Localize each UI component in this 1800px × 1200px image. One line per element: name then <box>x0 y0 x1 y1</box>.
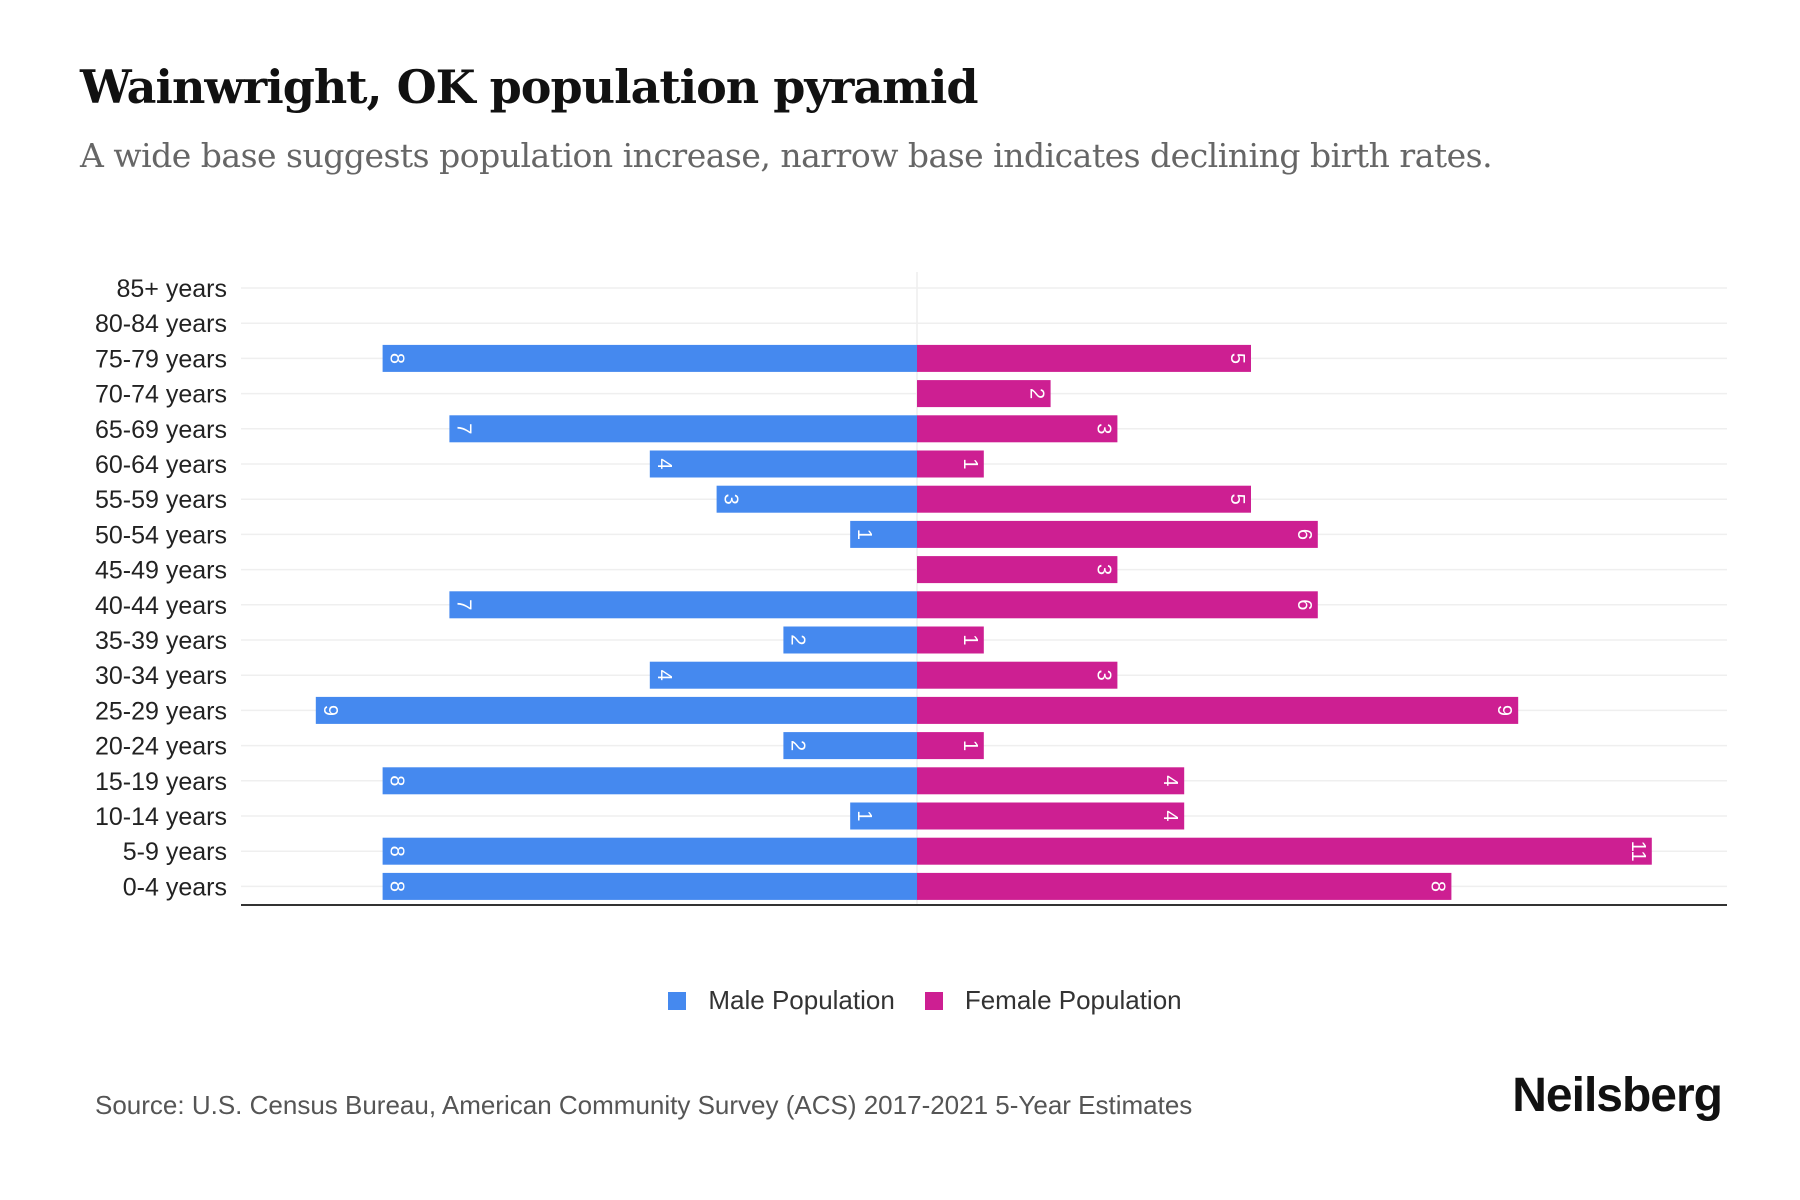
legend: Male Population Female Population <box>0 985 1800 1016</box>
male-value-label: 2 <box>786 740 808 751</box>
female-bar <box>917 872 1452 900</box>
female-value-label: 4 <box>1159 775 1181 786</box>
female-bar <box>917 837 1652 865</box>
male-bar <box>449 415 917 443</box>
male-bar <box>382 767 918 795</box>
male-value-label: 1 <box>853 810 875 821</box>
category-label: 5-9 years <box>123 838 227 866</box>
male-bar <box>382 872 918 900</box>
female-bar <box>917 767 1185 795</box>
female-bar <box>917 732 984 760</box>
category-label: 70-74 years <box>95 381 227 409</box>
legend-swatch-male <box>668 991 687 1010</box>
category-label: 50-54 years <box>95 521 227 549</box>
category-label: 25-29 years <box>95 697 227 725</box>
male-bar <box>716 485 917 513</box>
female-value-label: 8 <box>1426 881 1448 892</box>
male-value-label: 2 <box>786 634 808 645</box>
category-label: 0-4 years <box>123 873 227 901</box>
female-bar <box>917 661 1118 689</box>
category-label: 85+ years <box>117 275 228 303</box>
male-bar <box>649 661 917 689</box>
category-label: 40-44 years <box>95 592 227 620</box>
male-bar <box>850 520 917 548</box>
legend-item-male: Male Population <box>668 985 895 1016</box>
legend-label-male: Male Population <box>708 985 895 1015</box>
male-value-label: 8 <box>386 353 408 364</box>
female-bar <box>917 802 1185 830</box>
female-bar <box>917 696 1519 724</box>
female-bar <box>917 485 1251 513</box>
male-value-label: 4 <box>653 670 675 681</box>
female-bar <box>917 520 1318 548</box>
female-value-label: 1 <box>959 458 981 469</box>
female-value-label: 1 <box>959 740 981 751</box>
male-value-label: 7 <box>452 599 474 610</box>
female-value-label: 6 <box>1293 529 1315 540</box>
female-value-label: 3 <box>1092 564 1114 575</box>
female-value-label: 1 <box>959 634 981 645</box>
category-label: 30-34 years <box>95 662 227 690</box>
category-label: 35-39 years <box>95 627 227 655</box>
female-value-label: 9 <box>1493 705 1515 716</box>
male-bar <box>649 450 917 478</box>
male-value-label: 8 <box>386 846 408 857</box>
male-value-label: 9 <box>319 705 341 716</box>
female-bar <box>917 450 984 478</box>
neilsberg-logo: Neilsberg <box>1512 1069 1723 1122</box>
female-value-label: 2 <box>1026 388 1048 399</box>
male-value-label: 4 <box>653 458 675 469</box>
female-bar <box>917 380 1051 408</box>
male-bar <box>315 696 917 724</box>
category-label: 45-49 years <box>95 557 227 585</box>
category-label: 15-19 years <box>95 768 227 796</box>
category-label: 65-69 years <box>95 416 227 444</box>
female-bar <box>917 626 984 654</box>
male-bar <box>850 802 917 830</box>
female-value-label: 11 <box>1627 841 1649 862</box>
category-label: 10-14 years <box>95 803 227 831</box>
female-bar <box>917 591 1318 619</box>
female-bar <box>917 415 1118 443</box>
male-value-label: 8 <box>386 881 408 892</box>
legend-item-female: Female Population <box>924 985 1182 1016</box>
category-label: 80-84 years <box>95 310 227 338</box>
female-value-label: 5 <box>1226 494 1248 505</box>
male-bar <box>783 626 917 654</box>
category-label: 60-64 years <box>95 451 227 479</box>
legend-label-female: Female Population <box>964 985 1182 1015</box>
chart-title: Wainwright, OK population pyramid <box>80 60 978 114</box>
female-value-label: 4 <box>1159 810 1181 821</box>
male-bar <box>449 591 917 619</box>
female-value-label: 3 <box>1092 670 1114 681</box>
male-value-label: 3 <box>720 494 742 505</box>
male-value-label: 7 <box>452 423 474 434</box>
category-label: 20-24 years <box>95 733 227 761</box>
female-value-label: 6 <box>1293 599 1315 610</box>
female-bar <box>917 556 1118 584</box>
category-label: 55-59 years <box>95 486 227 514</box>
male-value-label: 1 <box>853 529 875 540</box>
chart-subtitle: A wide base suggests population increase… <box>80 136 1493 175</box>
source-note: Source: U.S. Census Bureau, American Com… <box>95 1090 1193 1120</box>
male-bar <box>783 732 917 760</box>
male-value-label: 8 <box>386 775 408 786</box>
category-label: 75-79 years <box>95 345 227 373</box>
male-bar <box>382 344 918 372</box>
female-bar <box>917 344 1251 372</box>
male-bar <box>382 837 918 865</box>
female-value-label: 5 <box>1226 353 1248 364</box>
legend-swatch-female <box>924 991 943 1010</box>
female-value-label: 3 <box>1092 423 1114 434</box>
